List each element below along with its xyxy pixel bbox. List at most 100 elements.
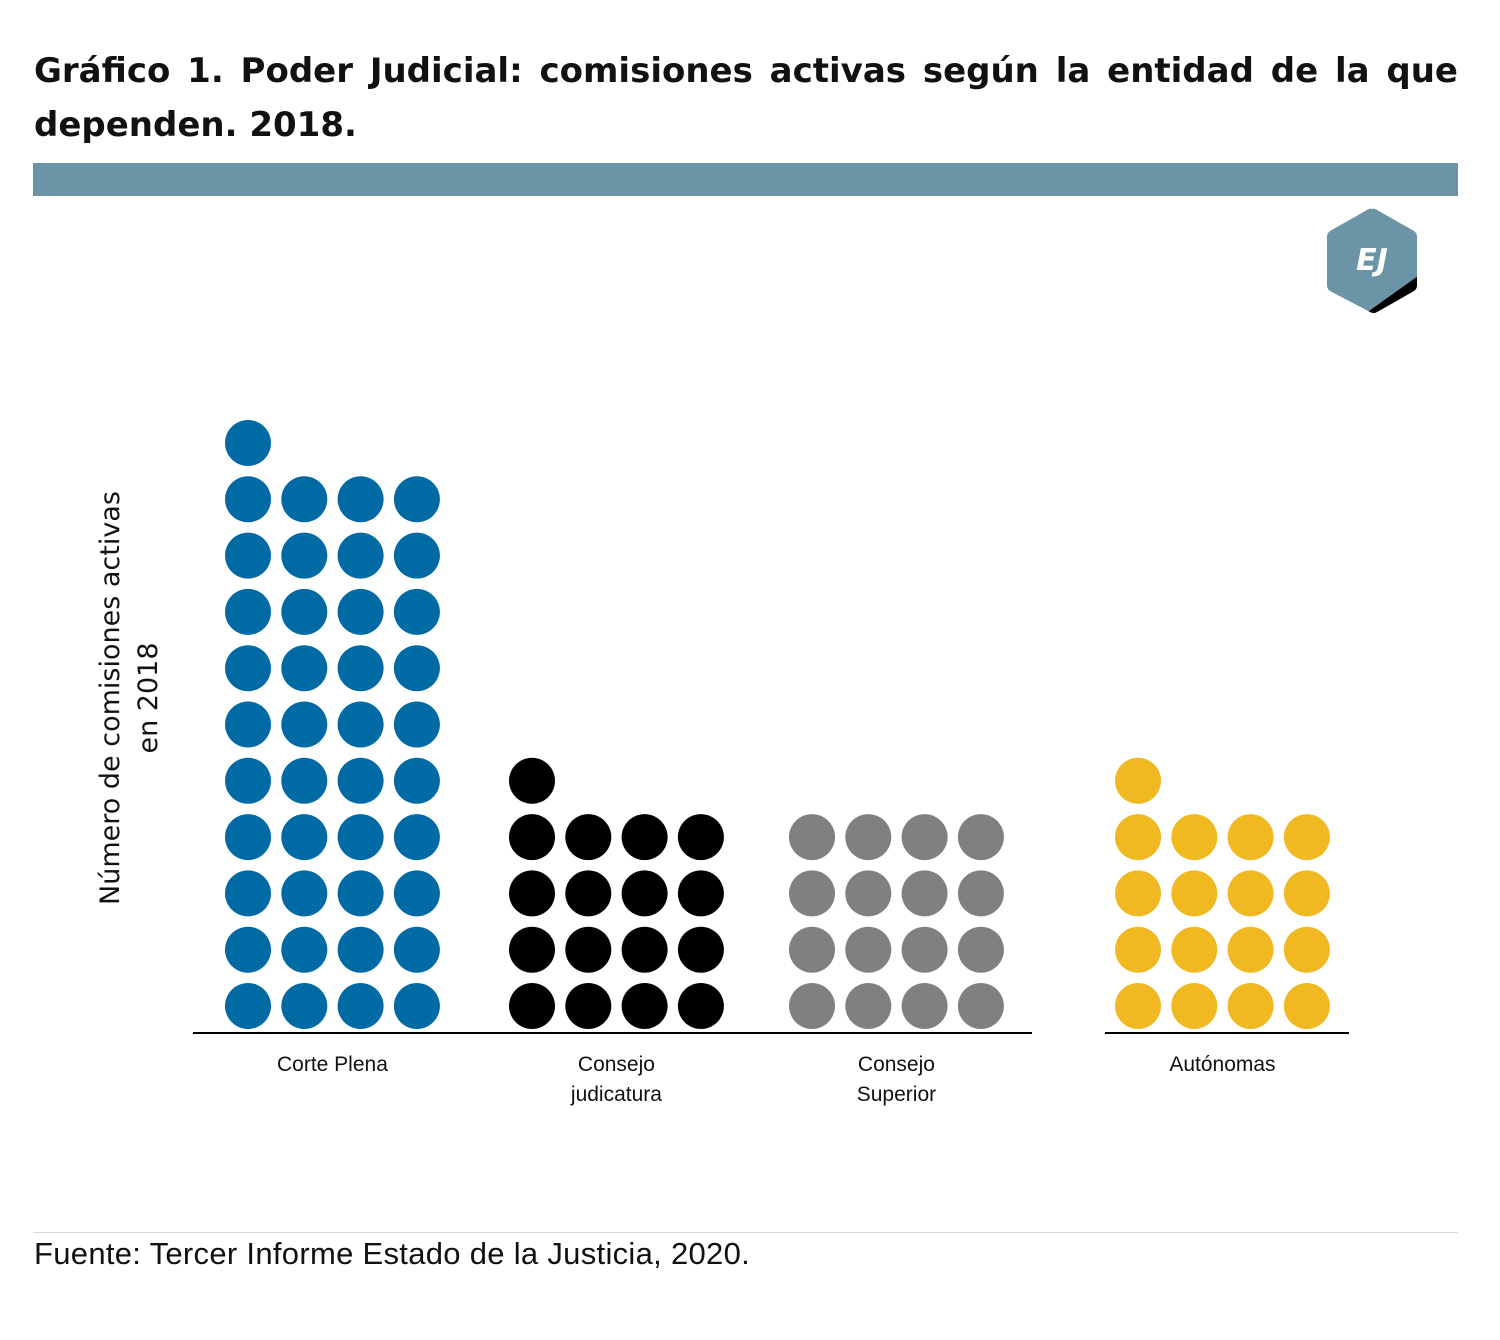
data-dot xyxy=(845,814,892,861)
x-tick-label: Autónomas xyxy=(1169,1053,1275,1076)
data-dot xyxy=(565,983,612,1029)
data-dot xyxy=(957,926,1004,973)
data-dot xyxy=(789,870,835,917)
dot-group xyxy=(1115,757,1330,1029)
data-dot xyxy=(1227,870,1274,917)
data-dot xyxy=(957,870,1004,917)
data-dot xyxy=(901,983,948,1029)
x-tick-label: Consejo Superior xyxy=(857,1053,936,1106)
data-dot xyxy=(281,757,328,804)
data-dot xyxy=(677,926,724,973)
data-dot xyxy=(1171,983,1218,1029)
data-dot xyxy=(281,701,328,748)
data-dot xyxy=(565,814,612,861)
data-dot xyxy=(1171,814,1218,861)
chart-svg: Corte Plena Consejo judicatura Consejo Super… xyxy=(193,420,1349,1106)
data-dot xyxy=(901,870,948,917)
data-dot xyxy=(1115,757,1161,804)
dot-chart: Corte Plena Consejo judicatura Consejo Super… xyxy=(0,330,1500,1140)
data-dot xyxy=(225,983,271,1029)
data-dot xyxy=(281,926,328,973)
data-dot xyxy=(393,532,440,579)
data-dot xyxy=(225,588,271,635)
data-dot xyxy=(281,588,328,635)
chart-title: Gráfico 1. Poder Judicial: comisiones ac… xyxy=(34,51,1458,145)
data-dot xyxy=(845,983,892,1029)
dot-group xyxy=(789,814,1004,1029)
ej-hexagon-logo-icon: EJ xyxy=(1322,206,1422,316)
x-tick-label-line: Autónomas xyxy=(1169,1053,1275,1076)
data-dot xyxy=(337,983,384,1029)
data-dot xyxy=(225,420,271,466)
x-tick-label-line: Corte Plena xyxy=(277,1053,388,1076)
data-dot xyxy=(393,476,440,523)
data-dot xyxy=(337,926,384,973)
data-dot xyxy=(337,476,384,523)
data-dot xyxy=(957,983,1004,1029)
data-dot xyxy=(1115,870,1161,917)
data-dot xyxy=(621,814,668,861)
data-dot xyxy=(393,757,440,804)
data-dot xyxy=(509,757,555,804)
data-dot xyxy=(509,870,555,917)
data-dot xyxy=(1283,926,1330,973)
data-dot xyxy=(509,926,555,973)
x-tick-label: Corte Plena xyxy=(277,1053,388,1076)
data-dot xyxy=(789,814,835,861)
data-dot xyxy=(1171,926,1218,973)
data-dot xyxy=(621,983,668,1029)
data-dot xyxy=(393,588,440,635)
data-dot xyxy=(225,532,271,579)
data-dot xyxy=(1283,814,1330,861)
data-dot xyxy=(509,983,555,1029)
data-dot xyxy=(1227,926,1274,973)
data-dot xyxy=(621,926,668,973)
data-dot xyxy=(225,701,271,748)
data-dot xyxy=(337,532,384,579)
data-dot xyxy=(393,983,440,1029)
data-dot xyxy=(337,814,384,861)
data-dot xyxy=(1283,870,1330,917)
data-dot xyxy=(281,870,328,917)
data-dot xyxy=(225,757,271,804)
data-dot xyxy=(337,701,384,748)
data-dot xyxy=(393,814,440,861)
data-dot xyxy=(393,870,440,917)
data-dot xyxy=(1227,814,1274,861)
data-dot xyxy=(337,588,384,635)
y-axis-label: Número de comisiones activas en 2018 xyxy=(95,491,164,905)
logo-hexagon-shape xyxy=(1327,208,1417,313)
data-dot xyxy=(281,814,328,861)
logo-text: EJ xyxy=(1356,243,1388,278)
data-dot xyxy=(281,983,328,1029)
data-dot xyxy=(677,870,724,917)
source-note: Fuente: Tercer Informe Estado de la Just… xyxy=(34,1236,751,1271)
x-tick-label-line: Consejo xyxy=(858,1053,935,1076)
dot-group xyxy=(225,420,440,1029)
data-dot xyxy=(393,645,440,692)
x-tick-label: Consejo judicatura xyxy=(570,1053,662,1106)
data-dot xyxy=(677,983,724,1029)
data-dot xyxy=(845,870,892,917)
data-dot xyxy=(225,814,271,861)
data-dot xyxy=(789,983,835,1029)
data-dot xyxy=(337,870,384,917)
data-dot xyxy=(957,814,1004,861)
data-dot xyxy=(1283,983,1330,1029)
data-dot xyxy=(1115,983,1161,1029)
data-dot xyxy=(789,926,835,973)
data-dot xyxy=(565,926,612,973)
data-dot xyxy=(845,926,892,973)
data-dot xyxy=(1115,814,1161,861)
data-dot xyxy=(1115,926,1161,973)
data-dot xyxy=(1227,983,1274,1029)
logo-svg: EJ xyxy=(1327,208,1417,314)
data-dot xyxy=(565,870,612,917)
data-dot xyxy=(225,926,271,973)
data-dot xyxy=(509,814,555,861)
data-dot xyxy=(621,870,668,917)
x-tick-label-line: judicatura xyxy=(570,1083,662,1106)
data-dot xyxy=(225,476,271,523)
data-dot xyxy=(281,476,328,523)
data-dot xyxy=(1171,870,1218,917)
